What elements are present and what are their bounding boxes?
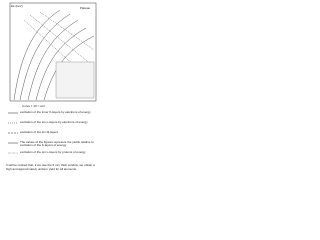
curve xyxy=(19,13,71,101)
legend-text: excitation of the inner K-layers by elec… xyxy=(20,111,91,114)
legend-text: excitation of the ion M-layers xyxy=(20,131,59,134)
plot-frame xyxy=(9,2,97,102)
legend-text: excitation of the ion L-layers by electr… xyxy=(20,121,88,124)
axis-label: Ee (keV) xyxy=(11,4,23,8)
curves xyxy=(13,9,95,101)
legend-item: The values of the figures represent the … xyxy=(20,141,94,148)
legend-item: excitation of the inner K-layers by elec… xyxy=(20,111,91,114)
caption: It will be noticed that, if we use the 6… xyxy=(6,163,95,171)
region-label: Plateau xyxy=(80,6,91,10)
legend: excitation of the inner K-layers by elec… xyxy=(8,111,94,154)
legend-item: excitation of the ion L-layers by electr… xyxy=(20,121,88,124)
inset xyxy=(55,61,95,99)
figure: Ee (keV) Plateau Curve I: 10⁻³ cm² excit… xyxy=(8,2,97,154)
curve xyxy=(27,19,79,101)
legend-item: excitation of the ion M-layers xyxy=(20,131,59,134)
curve xyxy=(29,14,93,66)
page: Ee (keV) Plateau Curve I: 10⁻³ cm² excit… xyxy=(0,0,100,185)
legend-text: excitation of the ion L-layers by proton… xyxy=(20,151,86,154)
legend-text: The values of the figures represent the … xyxy=(20,141,94,148)
curve xyxy=(39,11,95,51)
curve xyxy=(13,9,61,101)
legend-item: excitation of the ion L-layers by proton… xyxy=(20,151,86,154)
curve xyxy=(35,27,87,101)
legend-heading: Curve I: 10⁻³ cm² xyxy=(22,104,45,108)
